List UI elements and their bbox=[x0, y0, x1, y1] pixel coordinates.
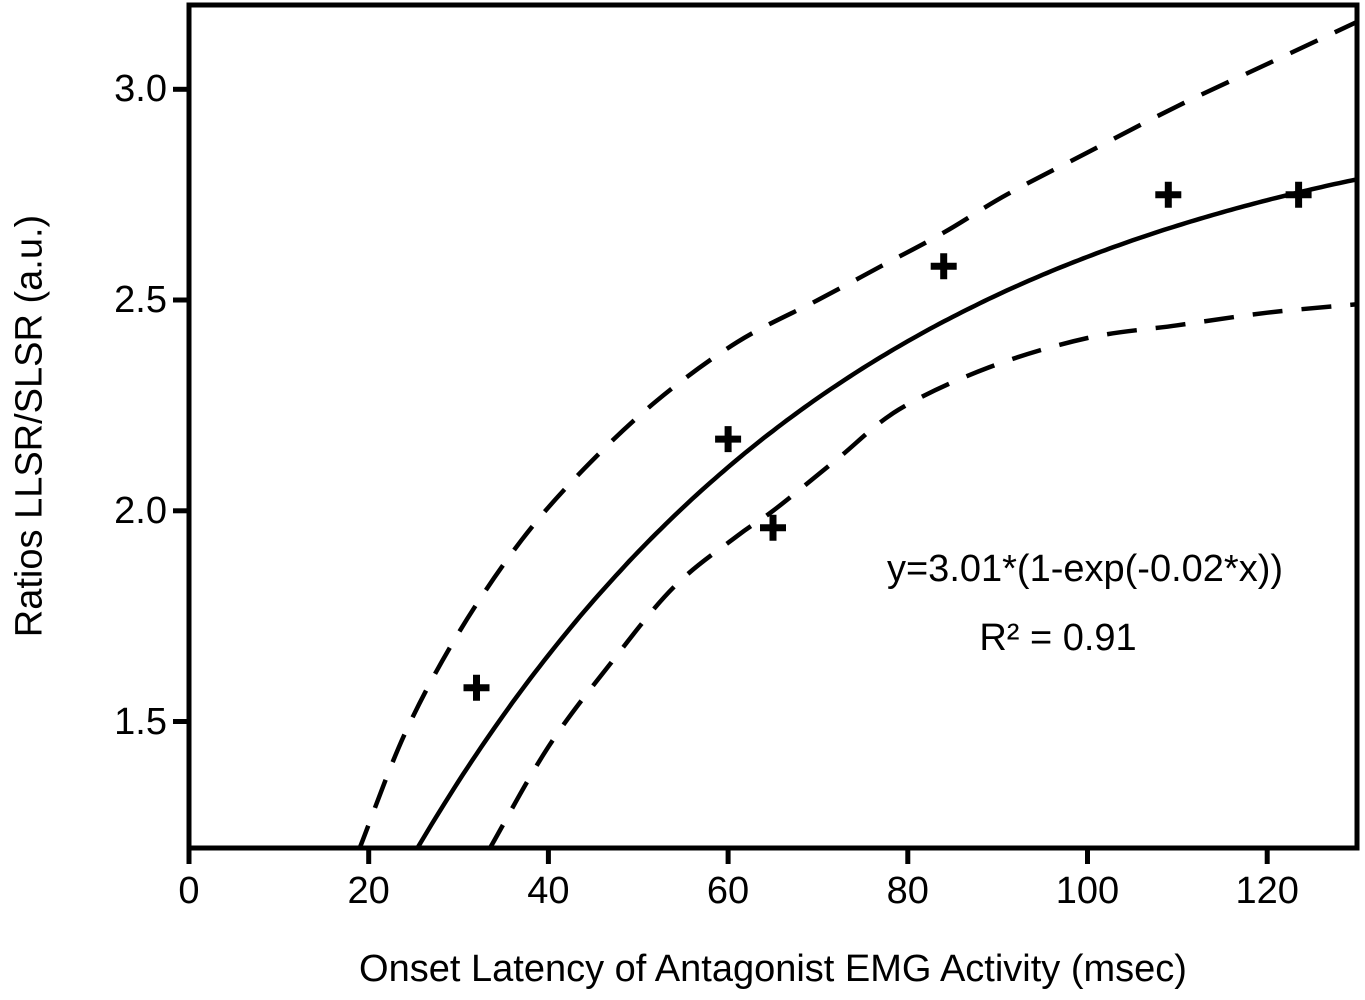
x-tick-label: 20 bbox=[347, 870, 390, 912]
x-tick-label: 0 bbox=[178, 870, 200, 912]
data-point-marker bbox=[1155, 181, 1182, 208]
plot-border bbox=[186, 2, 1360, 851]
data-point-marker bbox=[1285, 181, 1312, 208]
r-squared-annotation: R² = 0.91 bbox=[979, 617, 1137, 659]
x-tick-label: 100 bbox=[1055, 870, 1120, 912]
x-tick-label: 120 bbox=[1235, 870, 1299, 912]
x-tick-label: 40 bbox=[527, 870, 570, 912]
lower-confidence-band bbox=[487, 302, 1357, 848]
y-tick-label: 2.0 bbox=[114, 489, 167, 532]
fit-curve bbox=[414, 177, 1357, 848]
y-tick-label: 2.5 bbox=[114, 279, 167, 322]
fit-equation-annotation: y=3.01*(1-exp(-0.02*x)) bbox=[886, 548, 1284, 590]
y-tick-label: 1.5 bbox=[114, 700, 167, 743]
x-tick-label: 60 bbox=[706, 870, 750, 912]
data-point-marker bbox=[715, 426, 742, 453]
x-tick-label: 80 bbox=[886, 870, 929, 912]
y-tick-label: 3.0 bbox=[114, 68, 167, 111]
data-point-marker bbox=[463, 674, 490, 701]
data-point-marker bbox=[760, 514, 786, 541]
x-axis-title: Onset Latency of Antagonist EMG Activity… bbox=[359, 948, 1187, 990]
upper-confidence-band bbox=[357, 19, 1357, 848]
y-axis-title: Ratios LLSR/SLSR (a.u.) bbox=[8, 214, 51, 638]
data-point-marker bbox=[930, 253, 957, 280]
